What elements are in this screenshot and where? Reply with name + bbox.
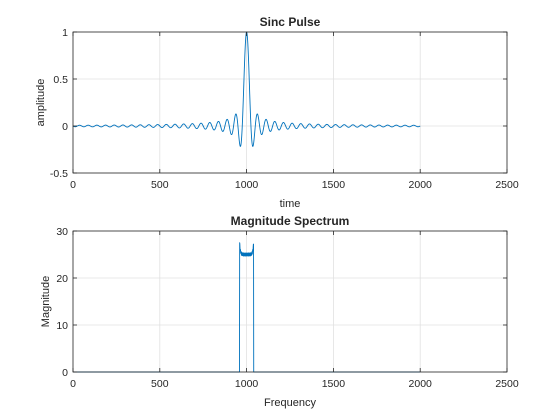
spectrum-axes-background: [73, 231, 507, 372]
spectrum-chart-title: Magnitude Spectrum: [231, 214, 350, 228]
sinc-y-tick-label: 0.5: [53, 74, 68, 86]
sinc-pulse-panel: Sinc Pulse time amplitude 0 500 1000 150…: [35, 15, 519, 210]
spectrum-axes-box: [72, 230, 508, 373]
spectrum-y-tick-label: 30: [56, 226, 68, 238]
spectrum-y-tick-label: 10: [56, 320, 68, 332]
spectrum-x-tick-label: 1000: [235, 378, 259, 390]
sinc-x-tick-label: 0: [70, 179, 76, 191]
sinc-y-tick-label: 0: [62, 121, 68, 133]
spectrum-x-tick-label: 2000: [409, 378, 433, 390]
sinc-x-tick-label: 1000: [235, 179, 259, 191]
sinc-y-tick-label: 1: [62, 27, 68, 39]
spectrum-x-axis-label: Frequency: [264, 397, 316, 409]
spectrum-x-tick-label: 500: [151, 378, 169, 390]
sinc-x-tick-label: 500: [151, 179, 169, 191]
sinc-chart-title: Sinc Pulse: [260, 15, 321, 29]
spectrum-y-tick-label: 0: [62, 367, 68, 379]
sinc-y-tick-label: -0.5: [50, 168, 68, 180]
sinc-y-axis-label: amplitude: [35, 79, 47, 127]
spectrum-x-tick-label: 2500: [495, 378, 519, 390]
sinc-x-axis-label: time: [280, 198, 301, 210]
spectrum-x-tick-label: 1500: [322, 378, 346, 390]
spectrum-x-tick-label: 0: [70, 378, 76, 390]
sinc-x-tick-label: 1500: [322, 179, 346, 191]
spectrum-y-tick-label: 20: [56, 273, 68, 285]
sinc-ticks: [72, 31, 508, 174]
magnitude-spectrum-panel: Magnitude Spectrum Frequency Magnitude 0…: [40, 214, 519, 409]
spectrum-y-axis-label: Magnitude: [40, 276, 52, 327]
sinc-x-tick-label: 2500: [495, 179, 519, 191]
sinc-axes-background: [73, 32, 507, 173]
sinc-axes-box: [72, 31, 508, 174]
spectrum-ticks: [72, 230, 508, 373]
sinc-x-tick-label: 2000: [409, 179, 433, 191]
